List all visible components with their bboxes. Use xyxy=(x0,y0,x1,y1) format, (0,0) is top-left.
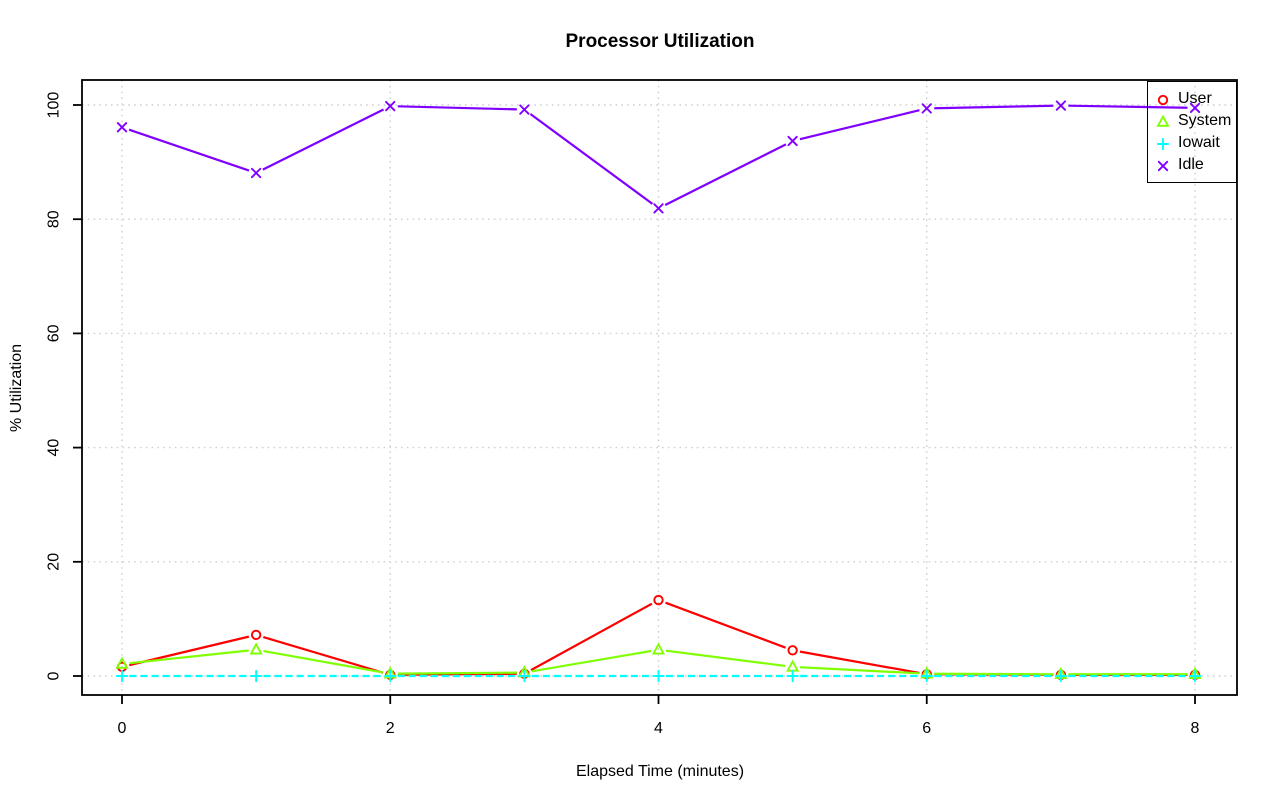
series-marker-idle xyxy=(787,135,798,147)
legend: User System Iowait Idle xyxy=(1147,81,1237,183)
series-marker-user xyxy=(250,629,262,641)
series-marker-idle xyxy=(385,100,396,112)
series-marker-iowait xyxy=(1188,669,1202,683)
series-line-user xyxy=(262,635,384,674)
series-line-idle xyxy=(529,113,654,205)
series-line-idle xyxy=(262,108,385,171)
series-line-idle xyxy=(1068,104,1188,109)
x-axis-label: Elapsed Time (minutes) xyxy=(575,763,745,780)
legend-label-idle: Idle xyxy=(1178,156,1204,173)
series-marker-iowait xyxy=(518,669,531,683)
series-marker-system xyxy=(651,642,666,655)
legend-item-idle: Idle xyxy=(1155,154,1236,176)
series-marker-iowait xyxy=(1054,669,1068,683)
series-marker-iowait xyxy=(249,669,263,683)
legend-label-system: System xyxy=(1178,112,1232,129)
series-marker-user xyxy=(787,645,798,656)
legend-label-user: User xyxy=(1178,90,1212,107)
series-line-idle xyxy=(664,143,787,206)
series-marker-iowait xyxy=(115,669,129,683)
series-line-user xyxy=(799,650,920,675)
series-marker-iowait xyxy=(920,669,933,683)
series-marker-idle xyxy=(116,122,128,133)
series-line-system xyxy=(129,649,249,665)
series-line-system xyxy=(397,671,517,675)
system-marker-icon xyxy=(1156,114,1170,127)
legend-item-user: User xyxy=(1155,88,1236,110)
iowait-marker-icon xyxy=(1156,137,1170,151)
y-axis-label: % Utilization xyxy=(8,343,25,433)
series-line-system xyxy=(934,672,1054,676)
user-marker-icon xyxy=(1157,94,1169,106)
series-marker-system xyxy=(115,656,129,669)
series-marker-idle xyxy=(250,167,262,179)
user-marker-icon-glyph xyxy=(1157,94,1169,106)
series-marker-idle xyxy=(653,203,664,214)
series-line-user xyxy=(397,672,517,676)
chart-title: Processor Utilization xyxy=(565,31,755,52)
y-tick-label: 40 xyxy=(46,439,63,457)
series-marker-idle xyxy=(519,104,530,115)
series-marker-idle xyxy=(1055,100,1067,111)
series-line-idle xyxy=(799,109,920,141)
series-line-idle xyxy=(128,128,250,172)
series-marker-iowait xyxy=(652,669,665,683)
system-marker-icon-glyph xyxy=(1156,114,1170,127)
y-tick-label: 0 xyxy=(46,671,63,680)
series-marker-iowait xyxy=(786,669,799,683)
series-marker-iowait xyxy=(384,669,397,683)
idle-marker-icon xyxy=(1157,160,1169,172)
series-marker-idle xyxy=(1189,102,1201,114)
idle-marker-icon-glyph xyxy=(1157,160,1169,172)
series-line-user xyxy=(665,601,786,649)
y-tick-label: 80 xyxy=(46,210,63,228)
y-tick-label: 20 xyxy=(46,553,63,571)
y-tick-label: 100 xyxy=(46,92,63,119)
iowait-marker-icon-glyph xyxy=(1156,137,1170,151)
series-line-system xyxy=(665,649,786,668)
x-tick-label: 0 xyxy=(118,720,127,737)
series-line-system xyxy=(800,666,920,675)
series-line-idle xyxy=(397,105,517,111)
series-line-user xyxy=(530,602,653,672)
series-marker-system xyxy=(249,642,263,655)
x-tick-label: 2 xyxy=(386,720,395,737)
x-tick-label: 6 xyxy=(922,720,931,737)
plot-box xyxy=(81,79,1238,696)
x-tick-label: 4 xyxy=(654,720,663,737)
legend-item-iowait: Iowait xyxy=(1155,132,1236,154)
series-marker-system xyxy=(786,659,800,672)
x-tick-label: 8 xyxy=(1191,720,1200,737)
legend-label-iowait: Iowait xyxy=(1178,134,1220,151)
series-line-idle xyxy=(934,104,1054,110)
series-line-system xyxy=(531,649,652,673)
legend-item-system: System xyxy=(1155,110,1236,132)
series-marker-user xyxy=(653,594,664,606)
y-tick-label: 60 xyxy=(46,324,63,342)
series-marker-idle xyxy=(921,103,932,114)
series-line-system xyxy=(263,649,384,674)
